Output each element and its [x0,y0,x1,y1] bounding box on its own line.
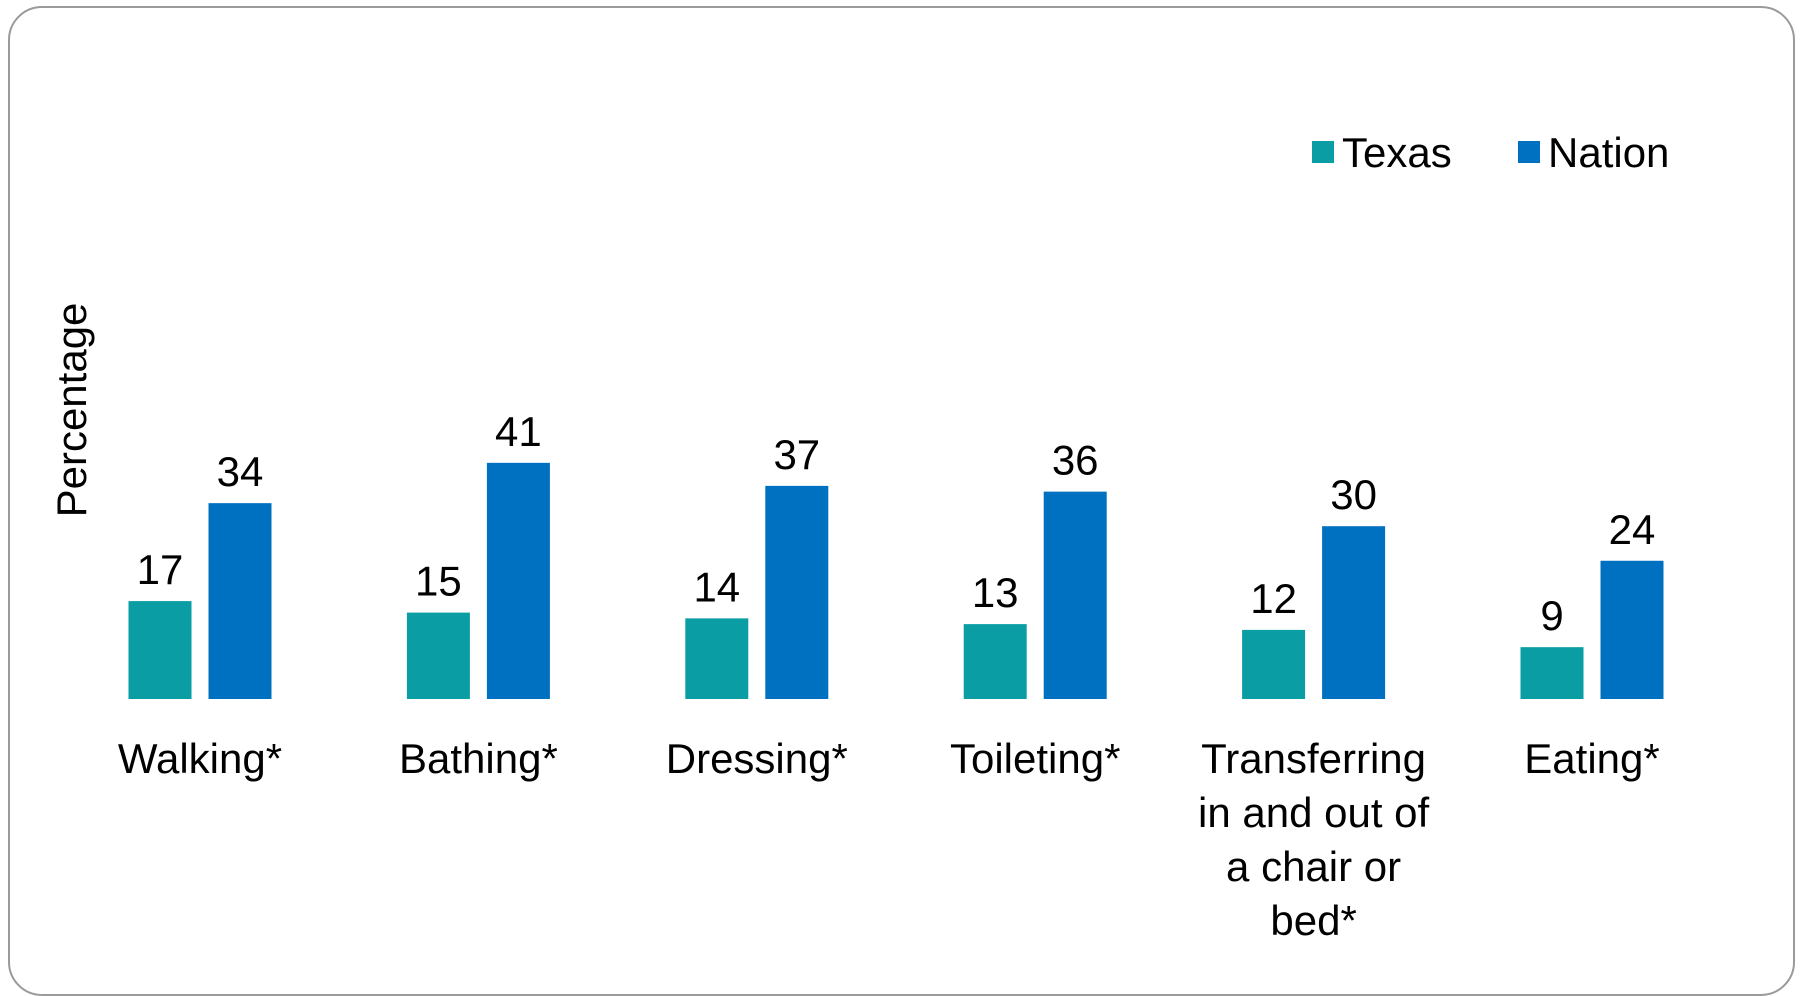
chart-frame [8,6,1795,996]
y-axis-label: Percentage [48,303,95,518]
bar-nation-1 [208,503,272,699]
category-label-3: Dressing* [666,735,848,782]
data-label-texas-1: 17 [137,546,184,593]
bars-group [128,462,1664,699]
category-label-4: Toileting* [950,735,1120,782]
data-label-texas-6: 9 [1540,592,1563,639]
category-label-6: Eating* [1524,735,1659,782]
bar-texas-2 [406,612,470,699]
bar-texas-5 [1242,629,1306,699]
bar-chart: Percentage Texas Nation 17341541143713361… [48,129,1669,944]
category-label-1: Walking* [118,735,282,782]
data-label-nation-4: 36 [1052,437,1099,484]
legend-swatch-nation [1518,141,1540,163]
legend-swatch-texas [1312,141,1334,163]
category-label-2: Bathing* [399,735,558,782]
data-label-nation-6: 24 [1609,506,1656,553]
data-label-texas-3: 14 [693,563,740,610]
bar-nation-6 [1600,560,1664,699]
bar-nation-3 [765,485,829,699]
legend-label-nation: Nation [1548,129,1669,176]
data-label-texas-2: 15 [415,558,462,605]
bar-nation-4 [1043,491,1107,699]
bar-texas-1 [128,601,192,699]
data-label-texas-4: 13 [972,569,1019,616]
data-label-nation-5: 30 [1330,471,1377,518]
bar-texas-4 [963,624,1027,699]
category-labels-group: Walking* Bathing* Dressing* Toileting* Trans… [118,735,1660,944]
data-label-nation-2: 41 [495,408,542,455]
data-label-texas-5: 12 [1250,575,1297,622]
legend: Texas Nation [1312,129,1669,176]
bar-nation-2 [486,462,550,699]
data-labels-group: 17 34 15 41 14 37 13 36 12 30 9 24 [137,408,1656,639]
data-label-nation-1: 34 [217,448,264,495]
bar-texas-6 [1520,647,1584,699]
bar-texas-3 [685,618,749,699]
category-label-5: Transferring in and out of a chair or bed* [1198,735,1430,944]
data-label-nation-3: 37 [773,431,820,478]
bar-nation-5 [1322,526,1386,699]
legend-label-texas: Texas [1342,129,1452,176]
